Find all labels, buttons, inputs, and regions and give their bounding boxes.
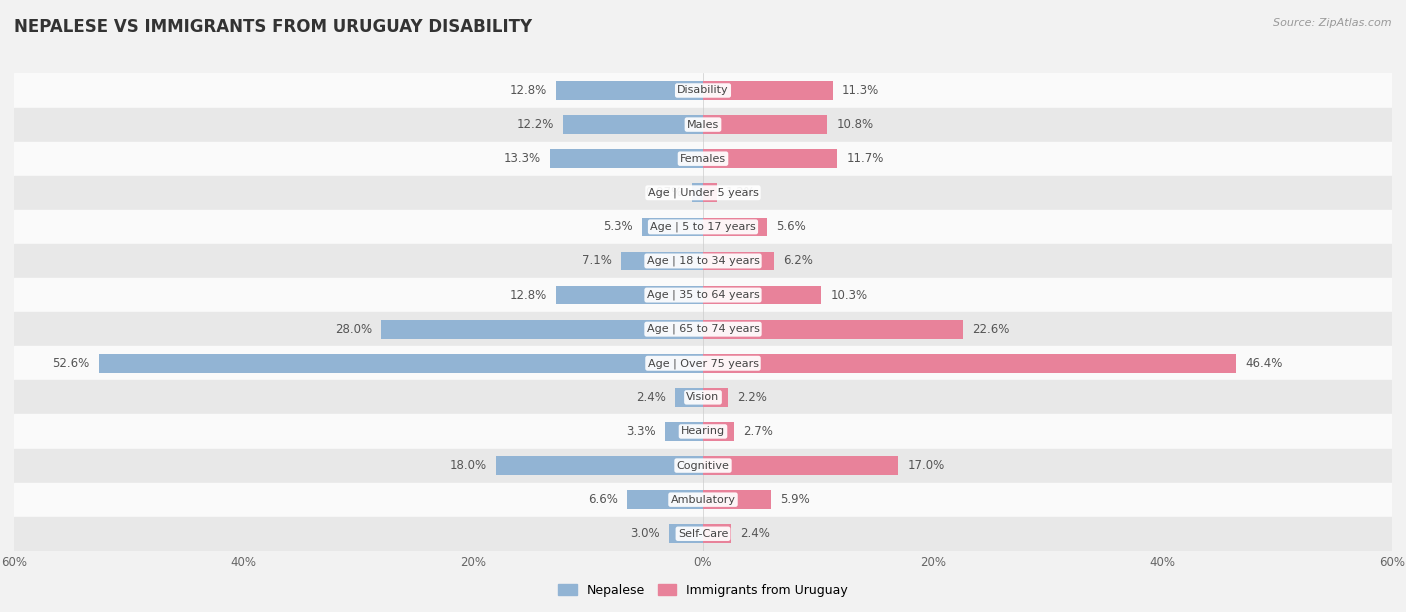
Text: Ambulatory: Ambulatory [671,494,735,505]
Text: Age | 18 to 34 years: Age | 18 to 34 years [647,256,759,266]
Bar [703,184,717,202]
Text: 5.3%: 5.3% [603,220,633,233]
Text: 46.4%: 46.4% [1244,357,1282,370]
Text: 10.8%: 10.8% [837,118,873,131]
Text: Cognitive: Cognitive [676,461,730,471]
Text: Age | 5 to 17 years: Age | 5 to 17 years [650,222,756,232]
Text: Males: Males [688,119,718,130]
Text: 1.2%: 1.2% [725,186,756,200]
Bar [14,483,1392,517]
Bar [14,414,1392,449]
Bar [14,73,1392,108]
Bar [675,388,703,407]
Text: 22.6%: 22.6% [972,323,1010,335]
Text: 3.0%: 3.0% [630,528,659,540]
Bar [14,312,1392,346]
Text: 12.2%: 12.2% [516,118,554,131]
Bar [14,380,1392,414]
Bar [14,244,1392,278]
Bar [14,141,1392,176]
Text: 7.1%: 7.1% [582,255,612,267]
Bar [703,388,728,407]
Text: Age | 35 to 64 years: Age | 35 to 64 years [647,290,759,300]
Bar [703,320,963,338]
Bar [703,524,731,543]
Bar [692,184,703,202]
Text: 18.0%: 18.0% [450,459,486,472]
Bar [703,115,827,134]
Bar [643,217,703,236]
Text: Age | Over 75 years: Age | Over 75 years [648,358,758,368]
Text: 2.2%: 2.2% [738,391,768,404]
Text: 2.4%: 2.4% [637,391,666,404]
Bar [14,210,1392,244]
Text: Females: Females [681,154,725,163]
Bar [703,217,768,236]
Text: 6.6%: 6.6% [588,493,619,506]
Bar [621,252,703,271]
Bar [703,490,770,509]
Text: 10.3%: 10.3% [831,289,868,302]
Bar [703,422,734,441]
Text: Disability: Disability [678,86,728,95]
Text: Source: ZipAtlas.com: Source: ZipAtlas.com [1274,18,1392,28]
Bar [14,278,1392,312]
Bar [555,81,703,100]
Text: 5.6%: 5.6% [776,220,806,233]
Text: 28.0%: 28.0% [335,323,373,335]
Text: 11.3%: 11.3% [842,84,879,97]
Bar [555,286,703,304]
Text: Vision: Vision [686,392,720,402]
Text: 12.8%: 12.8% [509,84,547,97]
Bar [669,524,703,543]
Bar [703,149,838,168]
Bar [627,490,703,509]
Bar [98,354,703,373]
Bar [14,108,1392,141]
Bar [562,115,703,134]
Text: 6.2%: 6.2% [783,255,813,267]
Bar [14,346,1392,380]
Bar [665,422,703,441]
Bar [14,517,1392,551]
Bar [703,81,832,100]
Bar [496,456,703,475]
Bar [550,149,703,168]
Legend: Nepalese, Immigrants from Uruguay: Nepalese, Immigrants from Uruguay [553,579,853,602]
Text: Age | 65 to 74 years: Age | 65 to 74 years [647,324,759,334]
Text: 52.6%: 52.6% [52,357,90,370]
Text: 2.4%: 2.4% [740,528,769,540]
Bar [703,286,821,304]
Text: 17.0%: 17.0% [907,459,945,472]
Bar [381,320,703,338]
Bar [703,456,898,475]
Text: 11.7%: 11.7% [846,152,884,165]
Text: 12.8%: 12.8% [509,289,547,302]
Text: 2.7%: 2.7% [744,425,773,438]
Bar [14,176,1392,210]
Text: 0.97%: 0.97% [645,186,683,200]
Text: Hearing: Hearing [681,427,725,436]
Bar [703,252,775,271]
Text: NEPALESE VS IMMIGRANTS FROM URUGUAY DISABILITY: NEPALESE VS IMMIGRANTS FROM URUGUAY DISA… [14,18,533,36]
Text: Self-Care: Self-Care [678,529,728,539]
Text: Age | Under 5 years: Age | Under 5 years [648,187,758,198]
Text: 5.9%: 5.9% [780,493,810,506]
Bar [14,449,1392,483]
Text: 13.3%: 13.3% [503,152,541,165]
Bar [703,354,1236,373]
Text: 3.3%: 3.3% [626,425,657,438]
